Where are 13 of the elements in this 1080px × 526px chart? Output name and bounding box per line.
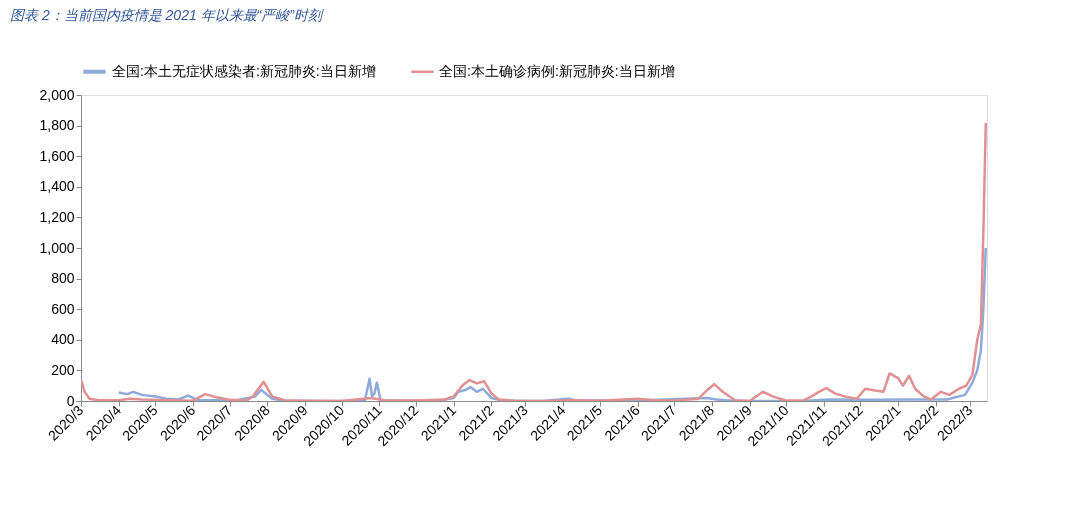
- y-tick-label: 1,800: [39, 117, 75, 134]
- y-tick-label: 1,200: [39, 208, 75, 225]
- y-tick-label: 2,000: [39, 86, 75, 103]
- y-tick-label: 1,000: [39, 239, 75, 256]
- legend-label: 全国:本土确诊病例:新冠肺炎:当日新增: [439, 62, 675, 79]
- y-tick-label: 1,600: [39, 147, 75, 164]
- y-tick-label: 600: [51, 300, 75, 317]
- chart-title: 图表 2：当前国内疫情是 2021 年以来最“严峻”时刻: [10, 7, 324, 23]
- legend-label: 全国:本土无症状感染者:新冠肺炎:当日新增: [112, 62, 376, 79]
- y-tick-label: 1,400: [39, 178, 75, 195]
- y-tick-label: 400: [51, 331, 75, 348]
- y-tick-label: 200: [51, 361, 75, 378]
- y-tick-label: 800: [51, 270, 75, 287]
